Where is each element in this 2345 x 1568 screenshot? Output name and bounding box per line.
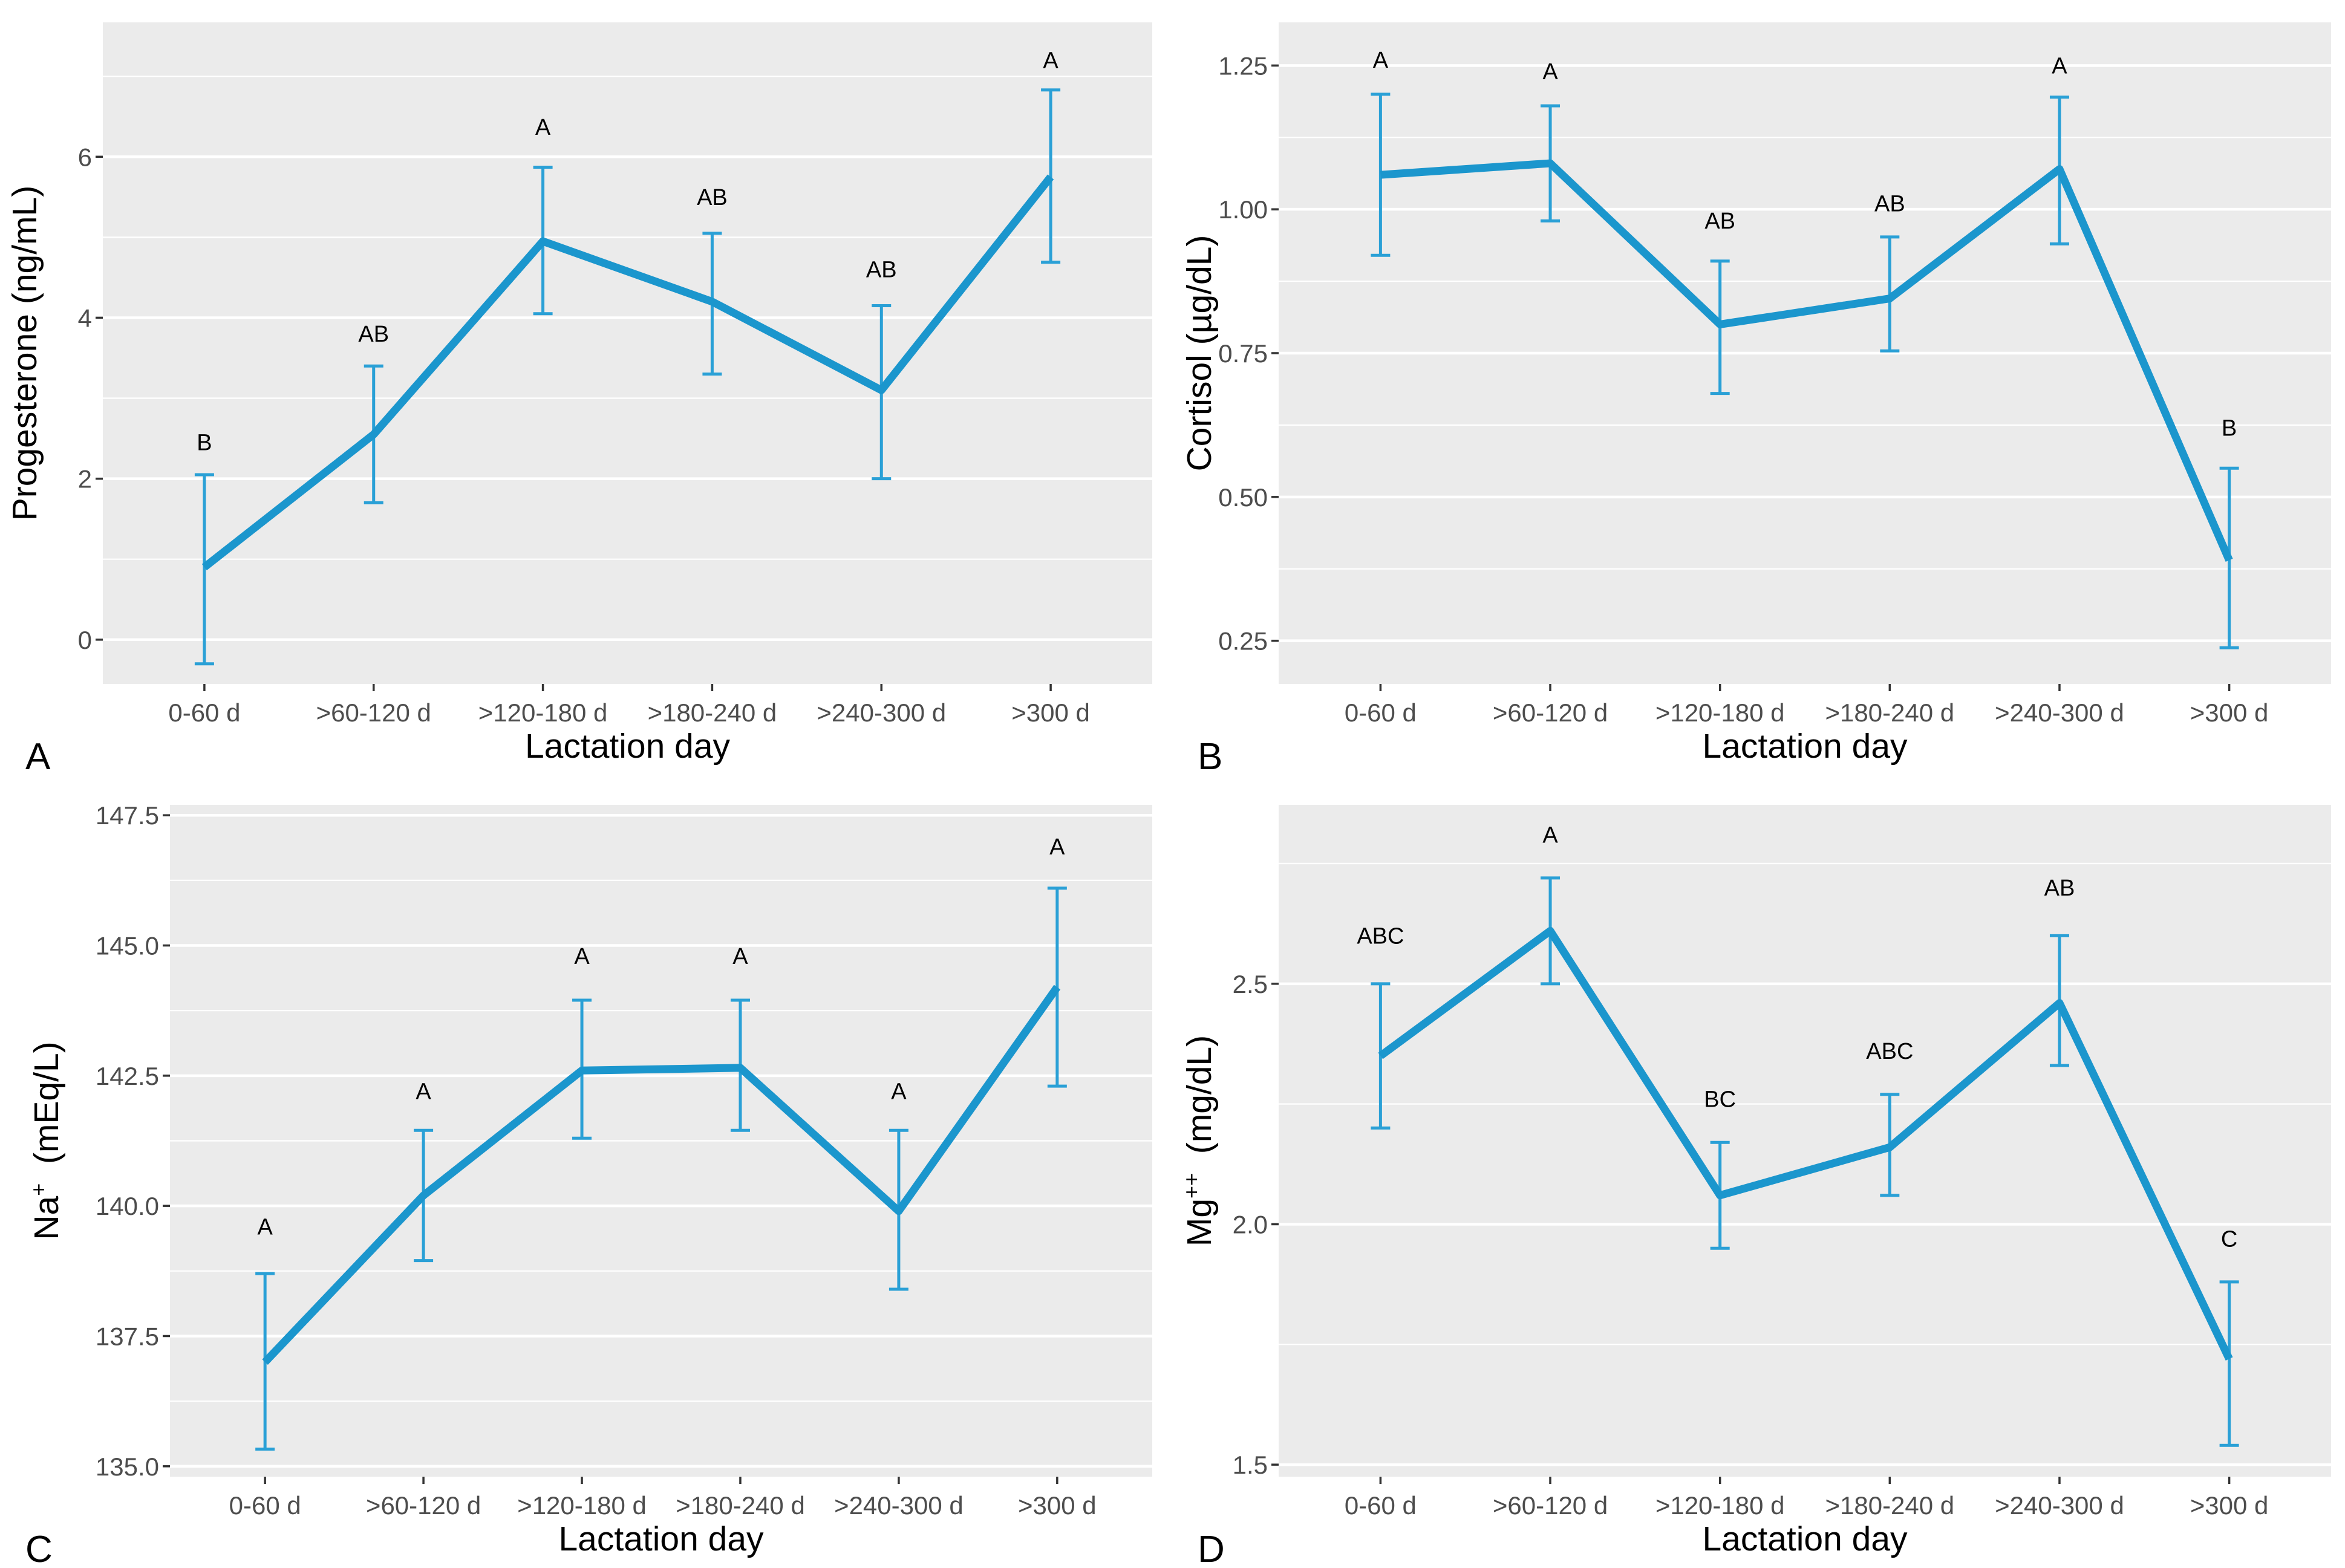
y-tick-label: 135.0 — [96, 1453, 159, 1481]
panel-background — [1279, 805, 2331, 1477]
significance-letter: C — [2221, 1226, 2237, 1252]
series-line — [1378, 926, 2233, 1361]
y-axis-title: Na+ (mEq/L) — [26, 1041, 66, 1240]
x-tick-label: >180-240 d — [676, 1491, 805, 1520]
y-axis-title: Cortisol (µg/dL) — [1180, 235, 1219, 472]
significance-letter: AB — [866, 258, 897, 283]
significance-letter: AB — [697, 185, 728, 210]
y-tick-label: 1.00 — [1218, 195, 1268, 224]
y-tick-label: 142.5 — [96, 1062, 159, 1090]
y-tick-label: 0.25 — [1218, 627, 1268, 656]
x-axis-title: Lactation day — [1702, 727, 1908, 766]
y-tick-label: 1.25 — [1218, 51, 1268, 80]
panel-D-chart: 1.5 2.0 2.5 0-60 d >60-120 d >120-180 d >180-2… — [1179, 805, 2331, 1568]
x-tick-label: >60-120 d — [366, 1491, 481, 1520]
significance-letter: AB — [2044, 876, 2075, 901]
significance-letter: BC — [1704, 1087, 1736, 1113]
panel-d: 1.5 2.0 2.5 0-60 d >60-120 d >120-180 d >180-2… — [1172, 784, 2345, 1568]
x-tick-label: >60-120 d — [316, 698, 431, 727]
significance-letter: A — [1373, 48, 1389, 73]
significance-letter: B — [197, 431, 212, 456]
significance-letter: AB — [1874, 192, 1905, 217]
y-tick-label: 2.5 — [1233, 970, 1268, 998]
x-tick-label: >180-240 d — [1825, 1491, 1954, 1520]
x-axis-title: Lactation day — [558, 1520, 764, 1558]
significance-letter: A — [574, 944, 590, 969]
panel-B-chart: 0.25 0.50 0.75 1.00 1.25 0-60 d >60-120 d >120-… — [1180, 22, 2331, 778]
x-tick-label: >300 d — [2190, 698, 2269, 727]
panel-c: 135.0 137.5 140.0 142.5 145.0 147.5 0-60 d >60-… — [0, 784, 1172, 1568]
x-tick-label: >180-240 d — [1825, 698, 1954, 727]
x-tick-label: >240-300 d — [817, 698, 946, 727]
error-bar — [2219, 1280, 2239, 1447]
y-tick-label: 0 — [78, 626, 92, 654]
significance-letter: A — [257, 1215, 273, 1240]
panel-A-chart: 0 2 4 6 0-60 d >60-120 d >120-180 d >180-240 d >… — [5, 22, 1152, 778]
error-bar — [1041, 88, 1061, 264]
x-tick-label: >240-300 d — [834, 1491, 964, 1520]
y-tick-label: 2.0 — [1233, 1210, 1268, 1238]
significance-letter: A — [416, 1079, 431, 1105]
y-tick-label: 147.5 — [96, 801, 159, 830]
x-tick-label: >120-180 d — [1655, 1491, 1785, 1520]
panel-background — [103, 22, 1152, 684]
series-line — [201, 174, 1054, 571]
series-line — [1380, 159, 2233, 562]
significance-letter: A — [1542, 822, 1558, 848]
error-bar — [1047, 886, 1067, 1088]
x-tick-label: >180-240 d — [648, 698, 777, 727]
x-tick-label: >120-180 d — [478, 698, 608, 727]
y-tick-label: 137.5 — [96, 1322, 159, 1350]
x-tick-label: >60-120 d — [1493, 698, 1608, 727]
x-tick-label: >300 d — [1018, 1491, 1097, 1520]
y-tick-label: 2 — [78, 465, 92, 493]
panel-letter: A — [25, 736, 51, 778]
significance-letter: A — [535, 115, 551, 140]
x-axis-title: Lactation day — [525, 727, 731, 766]
significance-letter: AB — [358, 322, 389, 347]
x-tick-label: 0-60 d — [1345, 1491, 1417, 1520]
panel-letter: D — [1198, 1529, 1225, 1568]
significance-letter: A — [2052, 53, 2067, 79]
significance-letter: B — [2222, 416, 2237, 441]
y-tick-label: 1.5 — [1233, 1451, 1268, 1479]
x-tick-label: 0-60 d — [168, 698, 240, 727]
panel-a: 0 2 4 6 0-60 d >60-120 d >120-180 d >180-240 d >… — [0, 0, 1172, 784]
x-tick-label: >120-180 d — [1655, 698, 1785, 727]
panel-b: 0.25 0.50 0.75 1.00 1.25 0-60 d >60-120 d >120-… — [1172, 0, 2345, 784]
panel-letter: C — [25, 1529, 53, 1568]
significance-letter: ABC — [1357, 923, 1404, 949]
x-tick-label: >240-300 d — [1995, 1491, 2124, 1520]
x-tick-label: >300 d — [1011, 698, 1090, 727]
panel-letter: B — [1198, 736, 1222, 778]
panel-C-chart: 135.0 137.5 140.0 142.5 145.0 147.5 0-60 d >60-… — [25, 801, 1152, 1568]
y-tick-label: 140.0 — [96, 1192, 159, 1220]
x-tick-label: >60-120 d — [1493, 1491, 1608, 1520]
significance-letter: A — [1049, 834, 1065, 860]
x-axis-title: Lactation day — [1702, 1520, 1908, 1558]
x-tick-label: >300 d — [2190, 1491, 2269, 1520]
significance-letter: A — [732, 944, 748, 969]
series-line — [262, 984, 1061, 1365]
significance-letter: ABC — [1866, 1039, 1913, 1064]
y-tick-label: 0.75 — [1218, 339, 1268, 368]
error-bar — [194, 473, 214, 666]
y-tick-label: 6 — [78, 143, 92, 171]
significance-letter: AB — [1704, 209, 1735, 234]
x-tick-label: 0-60 d — [1345, 698, 1417, 727]
y-axis-title: Mg++ (mg/dL) — [1179, 1035, 1219, 1246]
x-tick-label: 0-60 d — [229, 1491, 301, 1520]
x-tick-label: >240-300 d — [1995, 698, 2124, 727]
x-tick-label: >120-180 d — [517, 1491, 647, 1520]
y-tick-label: 0.50 — [1218, 483, 1268, 512]
significance-letter: A — [1542, 59, 1558, 85]
y-tick-label: 4 — [78, 304, 92, 332]
y-axis-title: Progesterone (ng/mL) — [5, 186, 44, 521]
significance-letter: A — [891, 1079, 907, 1105]
y-tick-label: 145.0 — [96, 932, 159, 960]
significance-letter: A — [1043, 48, 1058, 74]
